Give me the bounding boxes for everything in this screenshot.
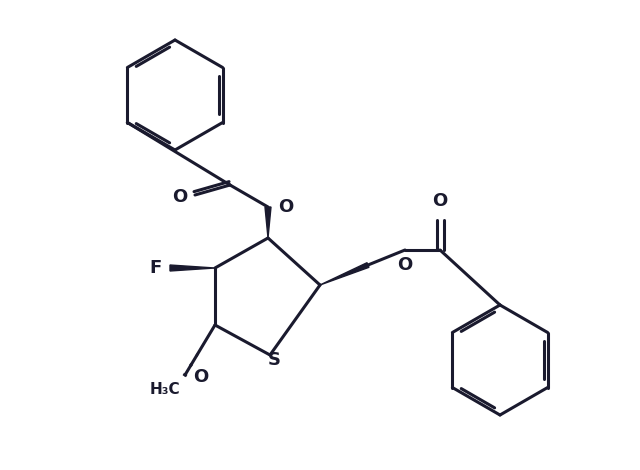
Text: S: S xyxy=(268,351,280,369)
Polygon shape xyxy=(320,263,369,285)
Text: O: O xyxy=(433,192,447,210)
Text: O: O xyxy=(193,368,208,386)
Text: O: O xyxy=(172,188,187,206)
Text: O: O xyxy=(278,198,293,216)
Text: F: F xyxy=(150,259,162,277)
Text: H₃C: H₃C xyxy=(149,383,180,398)
Polygon shape xyxy=(170,265,215,271)
Polygon shape xyxy=(265,207,271,238)
Text: O: O xyxy=(397,256,413,274)
